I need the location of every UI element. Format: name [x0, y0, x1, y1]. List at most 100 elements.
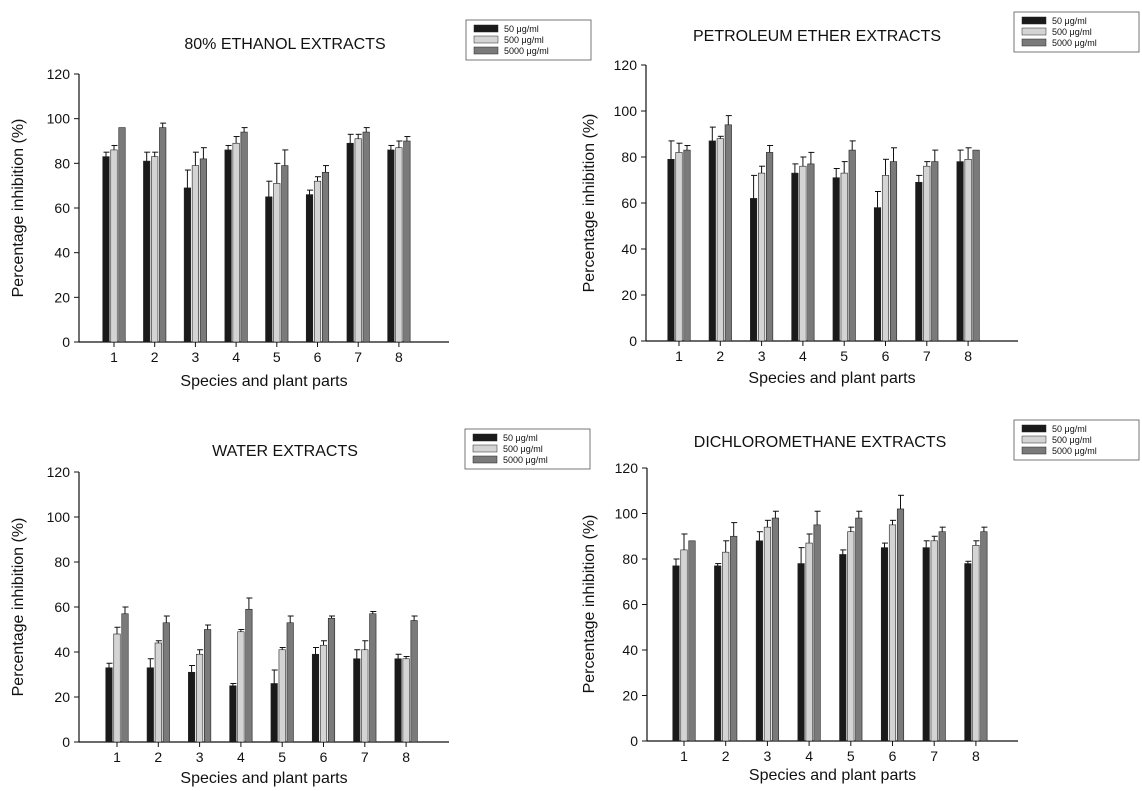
bar — [758, 172, 766, 342]
bar — [319, 644, 328, 743]
bar — [369, 613, 377, 743]
bar — [240, 131, 248, 343]
x-tick-label: 7 — [354, 349, 362, 365]
legend-label: 50 μg/ml — [504, 24, 539, 34]
y-tick-label: 0 — [62, 734, 70, 750]
legend-label: 5000 μg/ml — [503, 455, 548, 465]
y-tick-label: 80 — [54, 155, 70, 171]
bar — [888, 524, 897, 742]
bar — [799, 165, 807, 342]
x-tick-label: 2 — [716, 348, 724, 364]
bar — [873, 207, 882, 342]
bar — [403, 140, 411, 343]
x-tick-label: 2 — [722, 748, 730, 764]
bar — [680, 549, 688, 742]
y-axis-label: Percentage inhibition (%) — [10, 518, 27, 697]
x-tick-label: 6 — [314, 349, 322, 365]
y-tick-label: 20 — [54, 289, 70, 305]
y-tick-label: 40 — [621, 241, 637, 257]
y-tick-label: 80 — [622, 551, 638, 567]
legend-label: 50 μg/ml — [1052, 16, 1087, 26]
y-tick-label: 100 — [615, 506, 639, 522]
bar — [797, 563, 805, 742]
x-tick-label: 3 — [764, 748, 772, 764]
y-axis-label: Percentage inhibition (%) — [581, 114, 598, 293]
bar — [273, 183, 281, 343]
chart-panel-4: DICHLOROMETHANE EXTRACTS 0 20 40 60 80 100 120 1… — [581, 419, 1140, 784]
bar — [105, 667, 113, 743]
bar — [270, 683, 278, 743]
x-tick-label: 7 — [361, 749, 369, 765]
bar — [766, 152, 774, 342]
bar — [750, 198, 758, 342]
bar — [675, 152, 683, 342]
bar — [724, 124, 732, 342]
bar — [972, 545, 980, 742]
x-tick-label: 1 — [675, 348, 683, 364]
y-tick-label: 120 — [615, 460, 639, 476]
y-tick-label: 20 — [54, 689, 70, 705]
bar — [402, 658, 410, 743]
y-tick-label: 100 — [47, 111, 71, 127]
bar — [305, 194, 314, 343]
chart-panel-1: 80% ETHANOL EXTRACTS 0 20 40 60 80 100 120 1 2 3 4 5… — [10, 19, 592, 390]
y-tick-label: 60 — [621, 195, 637, 211]
legend-label: 500 μg/ml — [1052, 27, 1092, 37]
legend-swatch — [1021, 27, 1047, 36]
bar — [354, 138, 362, 343]
bar — [151, 156, 159, 343]
legend-swatch — [1021, 446, 1047, 455]
bar — [791, 172, 799, 342]
x-axis-label: Species and plant parts — [749, 767, 916, 784]
legend-label: 50 μg/ml — [503, 433, 538, 443]
y-tick-label: 60 — [54, 599, 70, 615]
bar — [980, 531, 988, 742]
legend-swatch — [472, 444, 498, 453]
legend-label: 5000 μg/ml — [504, 46, 549, 56]
x-tick-label: 5 — [840, 348, 848, 364]
x-tick-label: 2 — [151, 349, 159, 365]
bar — [121, 613, 129, 743]
bar — [840, 172, 848, 342]
bar — [229, 685, 237, 743]
bar — [938, 531, 946, 742]
bar — [763, 526, 771, 742]
x-tick-label: 1 — [680, 748, 688, 764]
bar — [321, 171, 330, 343]
bar — [931, 161, 939, 342]
bar — [232, 142, 240, 343]
x-axis-label: Species and plant parts — [180, 770, 347, 787]
bar — [113, 633, 121, 743]
bar — [143, 160, 151, 343]
y-tick-label: 0 — [629, 333, 637, 349]
y-tick-label: 0 — [62, 334, 70, 350]
bar — [410, 620, 418, 743]
legend-label: 5000 μg/ml — [1052, 446, 1097, 456]
bar — [956, 161, 964, 342]
x-tick-label: 3 — [196, 749, 204, 765]
bar — [714, 565, 722, 742]
legend-label: 500 μg/ml — [1052, 435, 1092, 445]
bar — [196, 653, 204, 743]
legend-swatch — [1021, 435, 1047, 444]
bar — [327, 617, 336, 743]
bar — [395, 147, 403, 343]
legend-swatch — [1021, 424, 1047, 433]
y-tick-label: 0 — [630, 733, 638, 749]
y-tick-label: 40 — [54, 644, 70, 660]
bar — [118, 127, 126, 343]
bar — [847, 531, 855, 742]
bar — [162, 622, 170, 743]
y-tick-label: 60 — [54, 200, 70, 216]
chart-panel-2: PETROLEUM ETHER EXTRACTS 0 20 40 60 80 100 120 1… — [581, 11, 1140, 387]
x-tick-label: 3 — [758, 348, 766, 364]
x-tick-label: 4 — [232, 349, 240, 365]
bar — [204, 629, 212, 743]
x-tick-label: 8 — [972, 748, 980, 764]
bar — [313, 180, 322, 343]
bar — [730, 535, 738, 742]
legend-label: 50 μg/ml — [1052, 424, 1087, 434]
